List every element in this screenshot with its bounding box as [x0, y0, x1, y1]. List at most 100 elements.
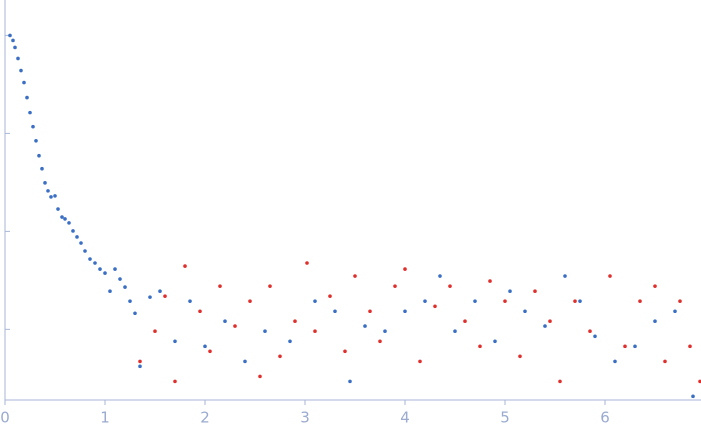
point [278, 354, 282, 359]
point [223, 319, 227, 324]
point [173, 339, 177, 344]
point [49, 195, 53, 199]
point [138, 359, 142, 364]
point [53, 194, 57, 198]
point [233, 324, 237, 328]
point [523, 309, 527, 314]
point [663, 359, 667, 364]
point [453, 329, 457, 334]
point [188, 299, 192, 303]
point [423, 299, 427, 303]
x-tick-label: 4 [400, 409, 410, 427]
point [383, 329, 387, 334]
point [613, 359, 617, 364]
point [153, 329, 157, 334]
point [378, 339, 382, 344]
point [98, 267, 102, 271]
point [691, 394, 695, 399]
point [19, 68, 23, 73]
point [313, 299, 317, 303]
point [333, 309, 337, 314]
point [348, 379, 352, 384]
point [40, 166, 44, 171]
point [28, 110, 32, 115]
point [93, 261, 97, 265]
point [46, 189, 50, 193]
point [688, 344, 692, 349]
point [11, 38, 15, 43]
point [578, 299, 582, 303]
point [558, 379, 562, 384]
point [328, 294, 332, 298]
point [118, 277, 122, 281]
point [60, 215, 64, 219]
point [518, 354, 522, 359]
point [22, 80, 26, 85]
point [363, 324, 367, 328]
x-tick-label: 2 [200, 409, 210, 427]
point [83, 249, 87, 253]
point [653, 319, 657, 324]
point [343, 349, 347, 354]
point [698, 379, 701, 384]
point [448, 284, 452, 288]
point [588, 329, 592, 334]
point [608, 274, 612, 278]
point [463, 319, 467, 324]
point [438, 274, 442, 278]
point [493, 339, 497, 344]
point [548, 319, 552, 324]
point [16, 56, 20, 61]
x-tick-label: 1 [100, 409, 110, 427]
point [71, 229, 75, 233]
point [673, 309, 677, 314]
point [478, 344, 482, 349]
point [198, 309, 202, 314]
point [263, 329, 267, 334]
point [248, 299, 252, 303]
point [638, 299, 642, 303]
point [31, 124, 35, 129]
point [403, 267, 407, 271]
point [67, 221, 71, 225]
point [433, 304, 437, 309]
point [163, 294, 167, 298]
point [403, 309, 407, 314]
point [393, 284, 397, 288]
point [34, 138, 38, 143]
point [138, 364, 142, 369]
point [268, 284, 272, 288]
point [128, 299, 132, 303]
point [418, 359, 422, 364]
point [678, 299, 682, 303]
point [133, 311, 137, 316]
point [37, 153, 41, 158]
point [88, 257, 92, 261]
point [56, 207, 60, 211]
point [108, 289, 112, 294]
point [508, 289, 512, 294]
point [633, 344, 637, 349]
x-tick-label: 5 [500, 409, 510, 427]
point [173, 379, 177, 384]
point [313, 329, 317, 334]
x-tick-label: 6 [600, 409, 610, 427]
point [573, 299, 577, 303]
point [653, 284, 657, 288]
point [13, 45, 17, 50]
point [63, 217, 67, 221]
x-tick-label: 0 [0, 409, 10, 427]
point [208, 349, 212, 354]
point [503, 299, 507, 303]
point [473, 299, 477, 303]
point [123, 285, 127, 289]
point [79, 241, 83, 245]
point [183, 264, 187, 268]
point [593, 334, 597, 339]
point [293, 319, 297, 324]
point [113, 267, 117, 271]
point [148, 295, 152, 299]
point [543, 324, 547, 328]
